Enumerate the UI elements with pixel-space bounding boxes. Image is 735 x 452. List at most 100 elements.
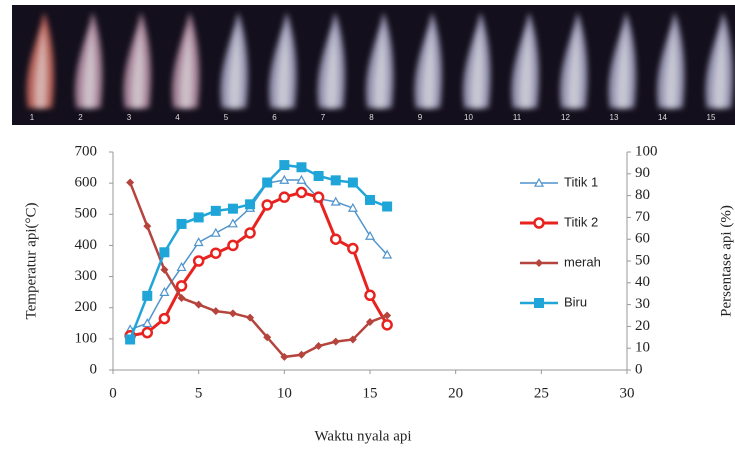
marker bbox=[278, 191, 291, 203]
photo-label: 11 bbox=[513, 113, 522, 122]
y-tick-label: 200 bbox=[75, 299, 98, 315]
flame-core bbox=[325, 25, 339, 108]
marker bbox=[533, 217, 545, 229]
marker bbox=[366, 318, 374, 327]
marker bbox=[364, 289, 376, 302]
marker bbox=[244, 227, 256, 239]
marker bbox=[331, 337, 340, 346]
marker bbox=[176, 218, 187, 229]
marker bbox=[347, 202, 358, 212]
marker bbox=[296, 162, 307, 173]
flame-core bbox=[228, 25, 242, 108]
marker bbox=[141, 326, 154, 339]
y-tick-label: 700 bbox=[75, 143, 98, 159]
photo-label: 4 bbox=[175, 113, 180, 122]
marker bbox=[175, 280, 188, 292]
marker bbox=[125, 334, 136, 345]
flame-core bbox=[373, 25, 387, 108]
marker bbox=[280, 352, 289, 361]
flames bbox=[26, 12, 733, 108]
flame-core bbox=[567, 25, 581, 108]
legend-label: Biru bbox=[564, 294, 587, 309]
photo-label: 5 bbox=[224, 113, 229, 122]
flame-core bbox=[82, 25, 96, 108]
marker bbox=[210, 227, 221, 237]
y2-tick-label: 60 bbox=[635, 231, 650, 247]
x-tick-label: 15 bbox=[363, 385, 378, 401]
marker bbox=[312, 191, 325, 203]
marker bbox=[227, 239, 239, 252]
y-tick-label: 600 bbox=[75, 175, 98, 191]
series-line bbox=[128, 163, 388, 340]
marker bbox=[210, 247, 222, 259]
marker bbox=[246, 313, 255, 322]
marker bbox=[347, 242, 359, 255]
marker bbox=[383, 311, 392, 320]
y-tick-label: 300 bbox=[75, 268, 98, 284]
x-tick-label: 10 bbox=[277, 385, 292, 401]
marker bbox=[279, 160, 290, 171]
marker bbox=[158, 312, 171, 325]
marker bbox=[330, 196, 341, 206]
marker bbox=[313, 170, 324, 181]
photo-label: 6 bbox=[272, 113, 277, 122]
legend-label: Titik 1 bbox=[564, 174, 598, 189]
marker bbox=[534, 298, 544, 308]
x-tick-label: 20 bbox=[448, 385, 463, 401]
marker bbox=[330, 175, 341, 186]
flame-core bbox=[519, 25, 533, 108]
marker bbox=[193, 237, 204, 247]
photo-label: 9 bbox=[418, 113, 423, 122]
marker bbox=[192, 255, 205, 267]
y-tick-label: 0 bbox=[90, 361, 98, 377]
marker bbox=[143, 222, 152, 231]
flame-core bbox=[616, 25, 630, 108]
series-line bbox=[129, 190, 389, 338]
y-tick-label: 100 bbox=[75, 330, 98, 346]
y-tick-label: 500 bbox=[75, 206, 98, 222]
marker bbox=[296, 174, 307, 184]
marker bbox=[348, 335, 357, 344]
y2-tick-label: 100 bbox=[635, 143, 658, 159]
y2-tick-label: 50 bbox=[635, 252, 650, 268]
marker bbox=[365, 194, 375, 205]
flame-core bbox=[470, 25, 484, 108]
x-tick-label: 30 bbox=[620, 385, 635, 401]
marker bbox=[194, 300, 203, 309]
marker bbox=[295, 186, 308, 199]
marker bbox=[314, 342, 323, 351]
marker bbox=[160, 265, 169, 274]
flame-core bbox=[179, 25, 193, 108]
y2-tick-label: 70 bbox=[635, 209, 650, 225]
marker bbox=[535, 259, 543, 267]
marker bbox=[176, 261, 187, 272]
x-tick-label: 25 bbox=[534, 385, 549, 401]
marker bbox=[297, 350, 306, 359]
photo-label: 10 bbox=[464, 113, 473, 122]
marker bbox=[245, 199, 256, 210]
y2-tick-label: 10 bbox=[635, 340, 650, 356]
photo-label: 15 bbox=[707, 113, 716, 122]
marker bbox=[210, 205, 221, 216]
marker bbox=[347, 177, 358, 188]
y-axis-label: Temperatur api(°C) bbox=[23, 203, 39, 320]
marker bbox=[261, 199, 273, 211]
marker bbox=[364, 230, 376, 240]
y2-axis-label: Persentase api (%) bbox=[718, 205, 734, 317]
marker bbox=[227, 203, 238, 214]
marker bbox=[228, 309, 237, 318]
photo-label: 13 bbox=[610, 113, 619, 122]
y2-tick-label: 40 bbox=[635, 274, 650, 290]
marker bbox=[142, 290, 153, 301]
photo-label: 7 bbox=[321, 113, 326, 122]
y2-tick-label: 30 bbox=[635, 296, 650, 312]
x-axis-label: Waktu nyala api bbox=[314, 428, 411, 444]
marker bbox=[262, 177, 273, 188]
marker bbox=[193, 212, 204, 223]
flame-core bbox=[664, 25, 678, 108]
y2-tick-label: 20 bbox=[635, 318, 650, 334]
marker bbox=[159, 247, 170, 258]
photo-label: 8 bbox=[369, 113, 374, 122]
flame-core bbox=[422, 25, 436, 108]
